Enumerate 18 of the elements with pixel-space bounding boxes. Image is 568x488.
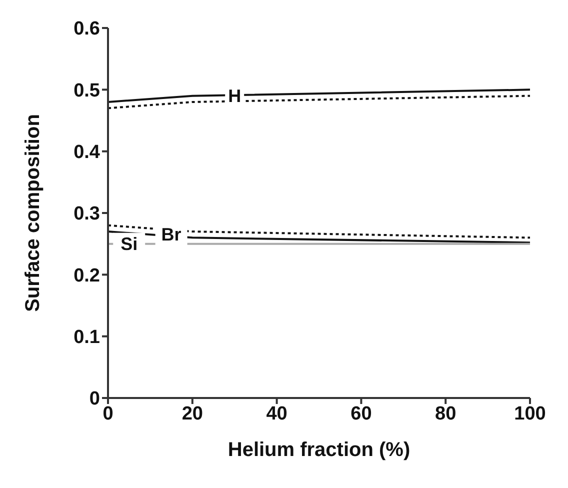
x-tick-label: 60 bbox=[350, 403, 372, 424]
y-tick-label: 0.2 bbox=[74, 265, 100, 286]
y-tick-label: 0.4 bbox=[74, 142, 100, 164]
y-tick-label: 0.5 bbox=[74, 80, 100, 102]
x-tick-label: 0 bbox=[102, 403, 114, 424]
y-tick-label: 0 bbox=[89, 388, 100, 410]
y-axis-title: Surface composition bbox=[22, 114, 44, 312]
y-tick-label: 0.6 bbox=[74, 18, 100, 40]
x-tick-label: 20 bbox=[182, 403, 203, 424]
x-axis-title: Helium fraction (%) bbox=[228, 439, 410, 461]
annotation: Br bbox=[161, 224, 182, 245]
x-tick-label: 80 bbox=[435, 403, 456, 424]
x-tick-label: 40 bbox=[266, 403, 288, 424]
y-tick-label: 0.3 bbox=[74, 204, 100, 225]
x-tick-label: 100 bbox=[514, 403, 546, 424]
annotation: H bbox=[228, 86, 242, 106]
y-tick-label: 0.1 bbox=[74, 327, 100, 348]
annotation: Si bbox=[120, 234, 138, 254]
